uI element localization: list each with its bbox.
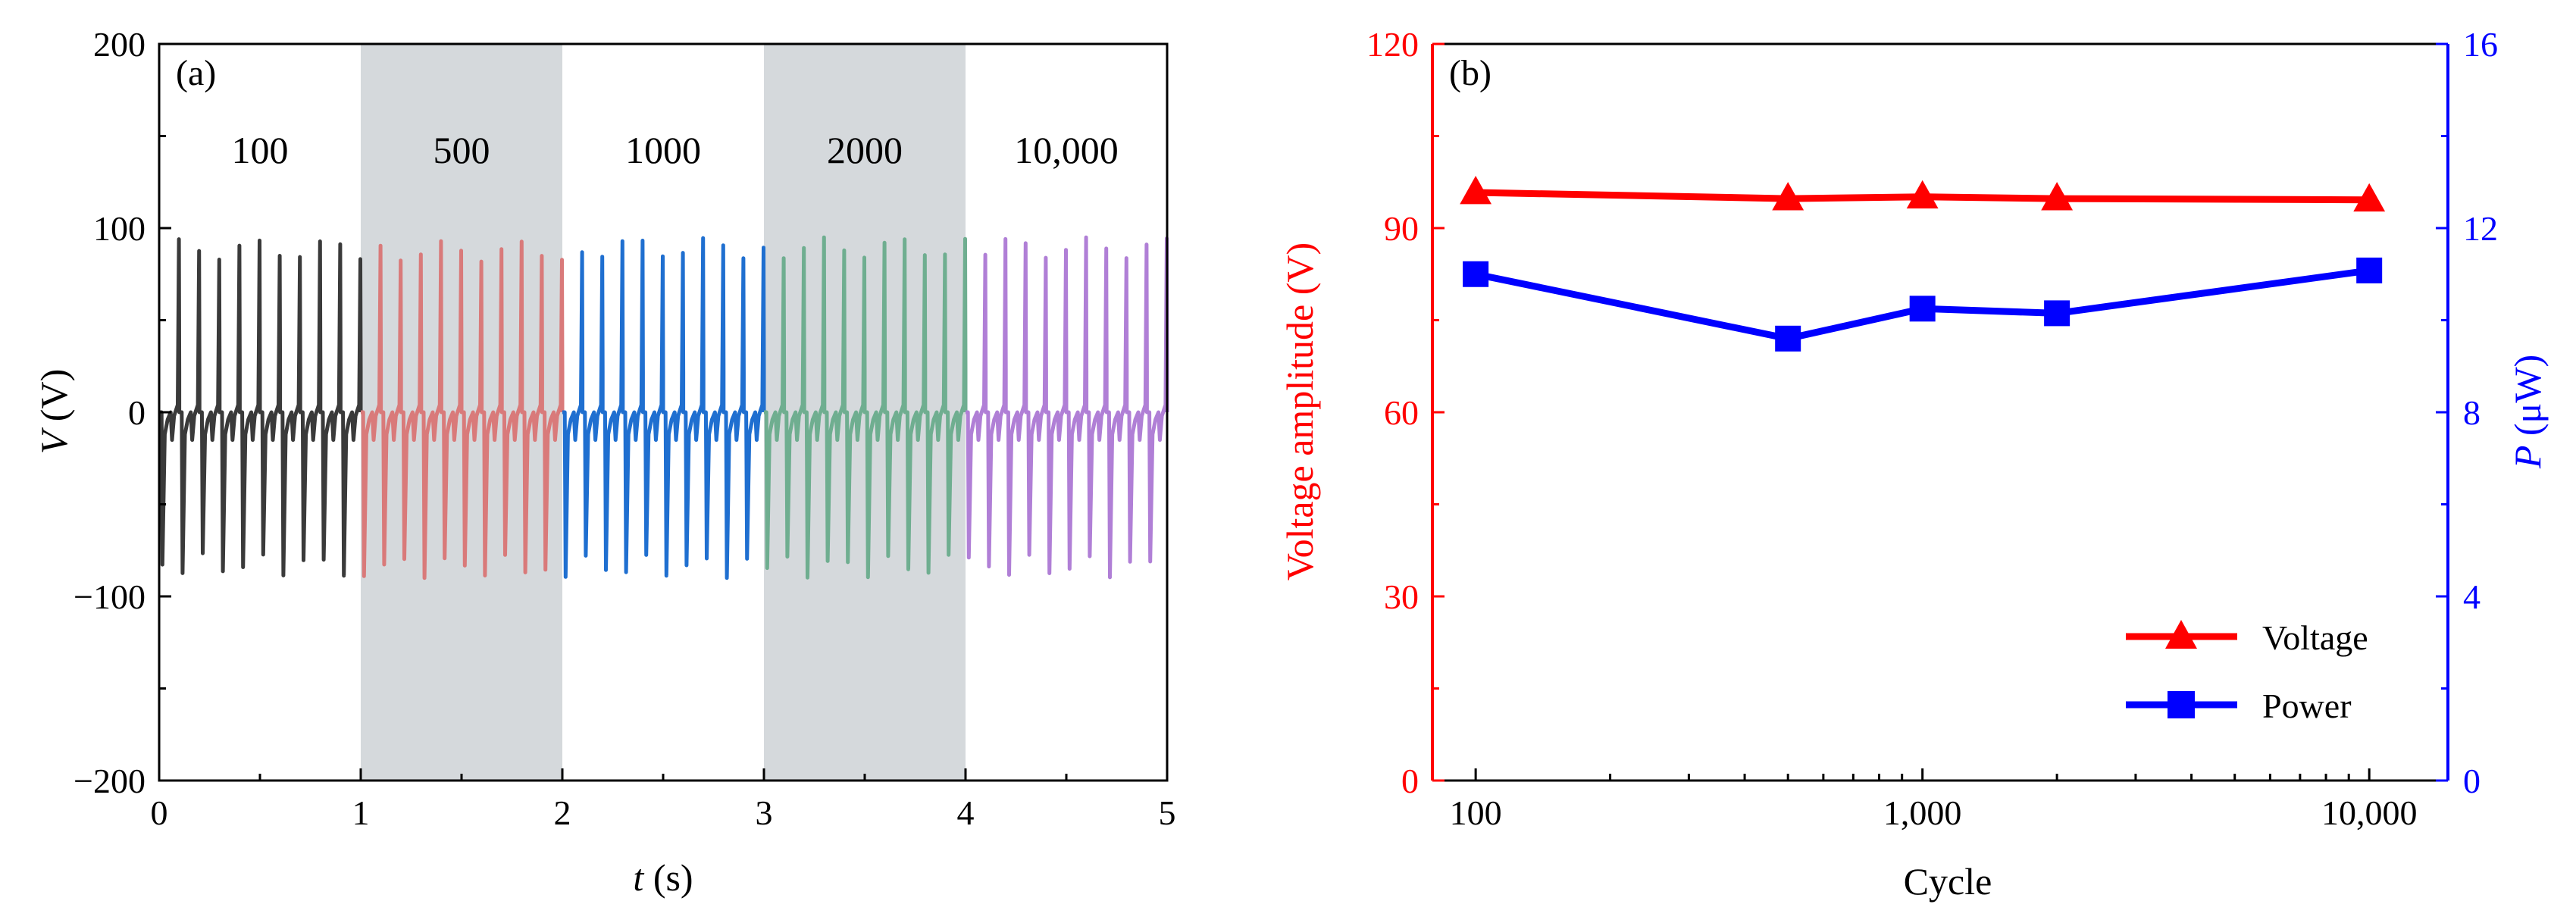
y-left-tick-label-2: 60 <box>1384 393 1419 432</box>
y-tick-label-a-2: 0 <box>128 393 146 432</box>
axes-b <box>1431 42 2449 782</box>
series-markers <box>1460 176 2386 352</box>
y-axis-title-left: Voltage amplitude (V) <box>1279 242 1321 580</box>
legend-voltage-marker <box>2165 620 2197 649</box>
segment-label-1: 100 <box>232 129 289 171</box>
y-tick-labels-left: 0 30 60 90 120 <box>1366 25 1419 800</box>
y-right-tick-label-3: 12 <box>2463 209 2498 248</box>
y-axis-title-a: V (V) <box>33 369 75 454</box>
y-tick-label-a-4: 200 <box>93 25 146 64</box>
x-tick-label-b-2: 10,000 <box>2321 793 2418 832</box>
segment-label-3: 1000 <box>625 129 701 171</box>
x-tick-label-a-5: 5 <box>1159 793 1176 832</box>
marker-voltage-3 <box>2041 182 2074 211</box>
segment-label-2: 500 <box>434 129 490 171</box>
x-tick-label-a-1: 1 <box>352 793 370 832</box>
panel-tag-b: (b) <box>1449 53 1491 93</box>
y-tick-label-a-0: −200 <box>74 762 146 800</box>
trace-segment-2 <box>361 239 565 580</box>
marker-power-0 <box>1463 261 1489 287</box>
y-left-tick-label-1: 30 <box>1384 577 1419 616</box>
marker-power-4 <box>2356 257 2383 283</box>
x-tick-label-a-2: 2 <box>554 793 571 832</box>
x-axis-title-a-unit: (s) <box>643 856 693 899</box>
marker-voltage-1 <box>1772 182 1804 211</box>
y-left-tick-label-0: 0 <box>1401 762 1419 800</box>
x-tick-label-b-0: 100 <box>1450 793 1502 832</box>
trace-segment-5 <box>966 235 1169 580</box>
y-tick-label-a-3: 100 <box>93 209 146 248</box>
y-axis-title-a-unit: (V) <box>33 369 75 431</box>
x-axis-title-b: Cycle <box>1904 860 1992 903</box>
y-axis-title-right: P (μW) <box>2506 355 2549 469</box>
panel-tag-a: (a) <box>176 53 216 93</box>
voltage-traces <box>159 235 1169 580</box>
legend-power-marker <box>2168 691 2195 718</box>
segment-label-4: 2000 <box>827 129 903 171</box>
x-tick-labels-b: 100 1,000 10,000 <box>1450 793 2418 832</box>
trace-segment-1 <box>159 237 363 578</box>
y-axis-title-a-var: V <box>33 427 75 454</box>
legend-power-label: Power <box>2262 687 2352 725</box>
legend: Voltage Power <box>2126 618 2368 725</box>
y-tick-labels-a: −200 −100 0 100 200 <box>74 25 146 800</box>
marker-power-3 <box>2044 300 2071 327</box>
y-tick-label-a-1: −100 <box>74 577 146 616</box>
x-tick-label-a-4: 4 <box>957 793 975 832</box>
marker-voltage-0 <box>1460 176 1492 205</box>
marker-voltage-2 <box>1906 180 1939 209</box>
y-axis-title-right-unit: (μW) <box>2506 355 2549 446</box>
panel-b-chart: 100 1,000 10,000 0 30 60 90 120 0 4 8 12 16 (b) Cy… <box>1279 25 2549 903</box>
marker-power-2 <box>1909 296 1936 322</box>
y-right-tick-label-4: 16 <box>2463 25 2498 64</box>
y-axis-title-right-var: P <box>2506 446 2549 470</box>
x-tick-labels-a: 0 1 2 3 4 5 <box>151 793 1176 832</box>
marker-power-1 <box>1775 325 1801 352</box>
y-right-tick-label-0: 0 <box>2463 762 2481 800</box>
x-axis-title-a: t (s) <box>633 856 693 899</box>
trace-segment-3 <box>562 236 766 580</box>
marker-voltage-4 <box>2353 183 2386 212</box>
y-right-tick-label-1: 4 <box>2463 577 2481 616</box>
y-left-tick-label-4: 120 <box>1366 25 1419 64</box>
panel-a-chart: 0 1 2 3 4 5 −200 −100 0 100 200 100 500 1000 2000 10,… <box>33 25 1176 899</box>
x-axis-title-a-var: t <box>633 856 644 899</box>
x-tick-label-a-0: 0 <box>151 793 168 832</box>
x-tick-label-b-1: 1,000 <box>1883 793 1962 832</box>
x-tick-label-a-3: 3 <box>756 793 773 832</box>
y-left-tick-label-3: 90 <box>1384 209 1419 248</box>
segment-labels: 100 500 1000 2000 10,000 <box>232 129 1119 171</box>
axis-ticks-a <box>158 42 1169 782</box>
segment-label-5: 10,000 <box>1014 129 1119 171</box>
trace-segment-4 <box>764 235 968 580</box>
y-right-tick-label-2: 8 <box>2463 393 2481 432</box>
y-tick-labels-right: 0 4 8 12 16 <box>2463 25 2498 800</box>
legend-voltage-label: Voltage <box>2262 618 2368 657</box>
